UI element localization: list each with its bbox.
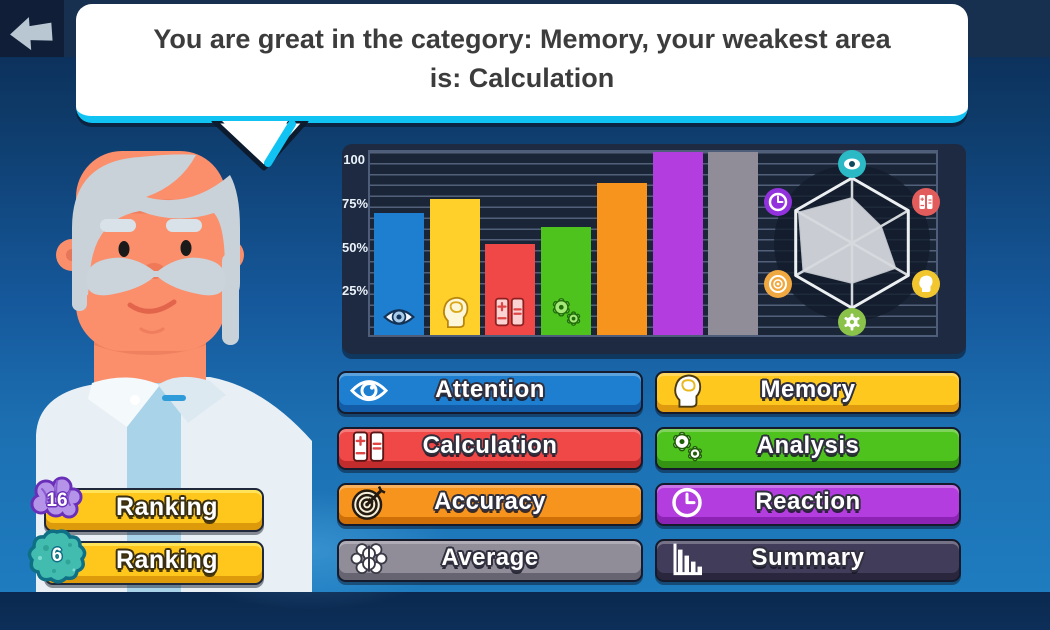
avatar-hair [72,154,240,297]
radar-icon-head [911,269,941,299]
button-label: Average [441,544,539,571]
y-axis: 100 75% 50% 25% [342,144,369,354]
bar-reaction [652,152,703,335]
bar-accuracy [596,182,647,335]
y-tick: 75% [342,195,369,211]
bar-average [708,152,759,335]
button-label: Memory [760,376,856,403]
attention-button[interactable]: Attention [337,371,643,414]
button-label: Reaction [755,488,861,515]
reaction-button[interactable]: Reaction [655,483,961,526]
brain-icon [349,538,389,578]
avatar [28,133,320,592]
radar-icon-clock [763,187,793,217]
bar-calculation [485,244,536,335]
button-label: Calculation [422,432,558,459]
summary-button[interactable]: Summary [655,539,961,582]
target-icon [349,482,389,522]
back-button[interactable] [0,0,64,57]
calculation-button[interactable]: Calculation [337,427,643,470]
speech-bubble: You are great in the category: Memory, y… [76,4,968,123]
amoeba-badge: 6 [26,528,88,584]
calculator-icon [349,426,389,466]
radar-icon-gears [837,307,867,337]
brain-badge: 16 [28,475,86,527]
average-button[interactable]: Average [337,539,643,582]
button-label: Ranking [115,493,219,521]
bar-icon-head [438,293,472,329]
clock-icon [667,482,707,522]
head-icon [667,370,707,410]
barchart-icon [667,538,707,578]
button-label: Ranking [115,546,219,574]
bar-icon-eye [382,293,416,329]
button-label: Attention [435,376,545,403]
y-tick: 100 [343,152,365,167]
bar-icon-calculator [493,293,527,329]
bar-analysis [541,226,592,335]
radar-data-polygon [797,196,897,284]
bar-icon-gears [549,293,583,329]
category-buttons: Attention Memory Calculation Analysis Ac… [337,371,961,582]
stats-panel: 100 75% 50% 25% [342,144,966,354]
button-label: Summary [751,544,865,571]
radar-icon-eye [837,149,867,179]
eye-icon [349,370,389,410]
gears-icon [667,426,707,466]
back-arrow-icon [10,16,53,50]
memory-button[interactable]: Memory [655,371,961,414]
badge-value: 6 [51,545,63,566]
badge-value: 16 [46,490,68,511]
button-label: Analysis [756,432,860,459]
y-tick: 25% [342,283,369,299]
analysis-button[interactable]: Analysis [655,427,961,470]
y-tick: 50% [342,239,369,255]
radar-icon-target [763,269,793,299]
radar-chart [722,149,941,337]
speech-bubble-text: You are great in the category: Memory, y… [153,24,891,94]
accuracy-button[interactable]: Accuracy [337,483,643,526]
speech-bubble-tail [211,121,309,171]
radar-icon-calculator [911,187,941,217]
avatar-mustache [86,257,226,296]
button-label: Accuracy [433,488,547,515]
